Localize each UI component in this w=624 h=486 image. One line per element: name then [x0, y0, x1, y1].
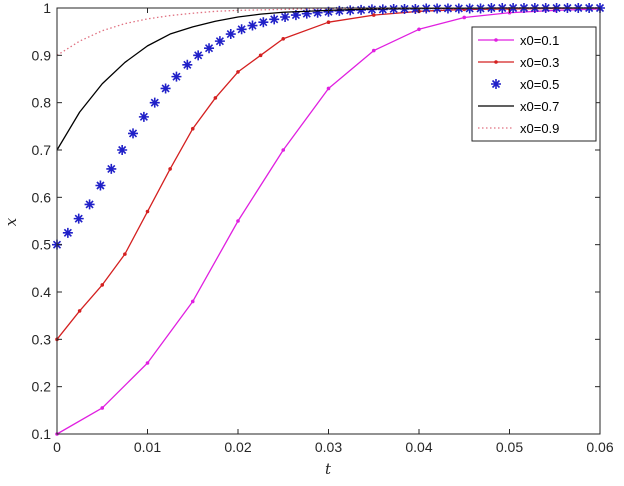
ticks-layer: 0 0.01 0.02 0.03 0.04 0.05 0.06 0.1 0.2 0.3 0.4 0.5… — [32, 0, 614, 455]
legend-marker — [494, 60, 498, 64]
series-3 — [56, 7, 600, 151]
data-point — [77, 309, 82, 313]
data-point — [204, 43, 215, 54]
data-point — [312, 7, 323, 18]
y-tick-label: 0.1 — [32, 426, 52, 442]
data-point — [190, 299, 195, 304]
data-point — [100, 406, 105, 410]
legend-box — [471, 26, 597, 142]
data-point — [128, 128, 139, 139]
legend-label: x0=0.7 — [520, 99, 559, 114]
legend-label: x0=0.5 — [520, 77, 559, 92]
data-point — [258, 53, 263, 58]
series-line — [56, 7, 601, 340]
legend: x0=0.1 x0=0.3 x0=0.5 x0=0.7 x0=0.9 — [471, 26, 597, 142]
y-tick-label: 1 — [43, 0, 51, 16]
x-tick-label: 0.06 — [586, 439, 613, 455]
data-point — [213, 96, 218, 100]
data-point — [247, 20, 258, 31]
data-point — [145, 209, 150, 214]
y-tick-label: 0.3 — [32, 331, 52, 347]
legend-item: x0=0.5 — [491, 77, 559, 92]
data-point — [117, 145, 128, 155]
x-tick-label: 0.04 — [405, 439, 432, 455]
data-point — [462, 15, 467, 20]
legend-label: x0=0.1 — [520, 33, 559, 48]
x-tick-label: 0.02 — [224, 439, 251, 455]
data-point — [138, 111, 149, 122]
data-point — [182, 59, 193, 70]
data-point — [193, 50, 204, 61]
data-point — [123, 252, 127, 256]
legend-item: x0=0.3 — [478, 55, 559, 70]
legend-item: x0=0.1 — [478, 33, 559, 48]
data-point — [290, 10, 301, 21]
y-tick-label: 0.7 — [32, 142, 52, 158]
y-tick-label: 0.6 — [32, 189, 52, 205]
data-point — [160, 83, 171, 94]
data-point — [100, 283, 105, 287]
data-point — [236, 24, 247, 35]
y-tick-label: 0.8 — [32, 95, 52, 111]
data-point — [301, 8, 312, 19]
data-point — [171, 71, 182, 82]
data-point — [236, 219, 240, 223]
data-point — [190, 126, 195, 131]
data-point — [95, 180, 106, 191]
data-point — [168, 167, 172, 171]
data-point — [225, 29, 236, 40]
data-point — [345, 5, 356, 16]
legend-label: x0=0.9 — [520, 121, 559, 136]
x-tick-label: 0.01 — [134, 439, 161, 455]
y-tick-label: 0.4 — [32, 284, 52, 300]
y-tick-label: 0.9 — [32, 47, 52, 63]
x-tick-label: 0 — [53, 439, 61, 455]
data-point — [106, 163, 117, 174]
data-point — [326, 20, 331, 25]
data-point — [84, 199, 95, 210]
data-point — [258, 17, 269, 28]
legend-marker — [491, 79, 501, 89]
data-point — [149, 97, 160, 108]
y-axis-label: x — [2, 217, 20, 226]
data-point — [269, 14, 280, 25]
data-point — [417, 27, 421, 32]
data-point — [236, 70, 240, 74]
x-axis-label: t — [325, 460, 332, 478]
data-point — [145, 361, 150, 365]
data-point — [334, 5, 345, 16]
data-point — [326, 86, 331, 91]
legend-label: x0=0.3 — [520, 55, 559, 70]
x-tick-label: 0.03 — [315, 439, 342, 455]
legend-item: x0=0.9 — [478, 121, 559, 136]
data-point — [281, 36, 286, 41]
data-point — [371, 48, 376, 53]
x-tick-label: 0.05 — [496, 439, 523, 455]
y-tick-label: 0.5 — [32, 237, 52, 253]
data-point — [371, 13, 376, 17]
legend-marker — [494, 38, 498, 42]
y-tick-label: 0.2 — [32, 379, 52, 395]
data-point — [280, 11, 291, 22]
series-line — [56, 7, 600, 151]
data-point — [73, 213, 84, 224]
data-point — [214, 36, 225, 47]
data-point — [281, 148, 286, 152]
data-point — [62, 227, 73, 238]
legend-item: x0=0.7 — [478, 99, 559, 114]
